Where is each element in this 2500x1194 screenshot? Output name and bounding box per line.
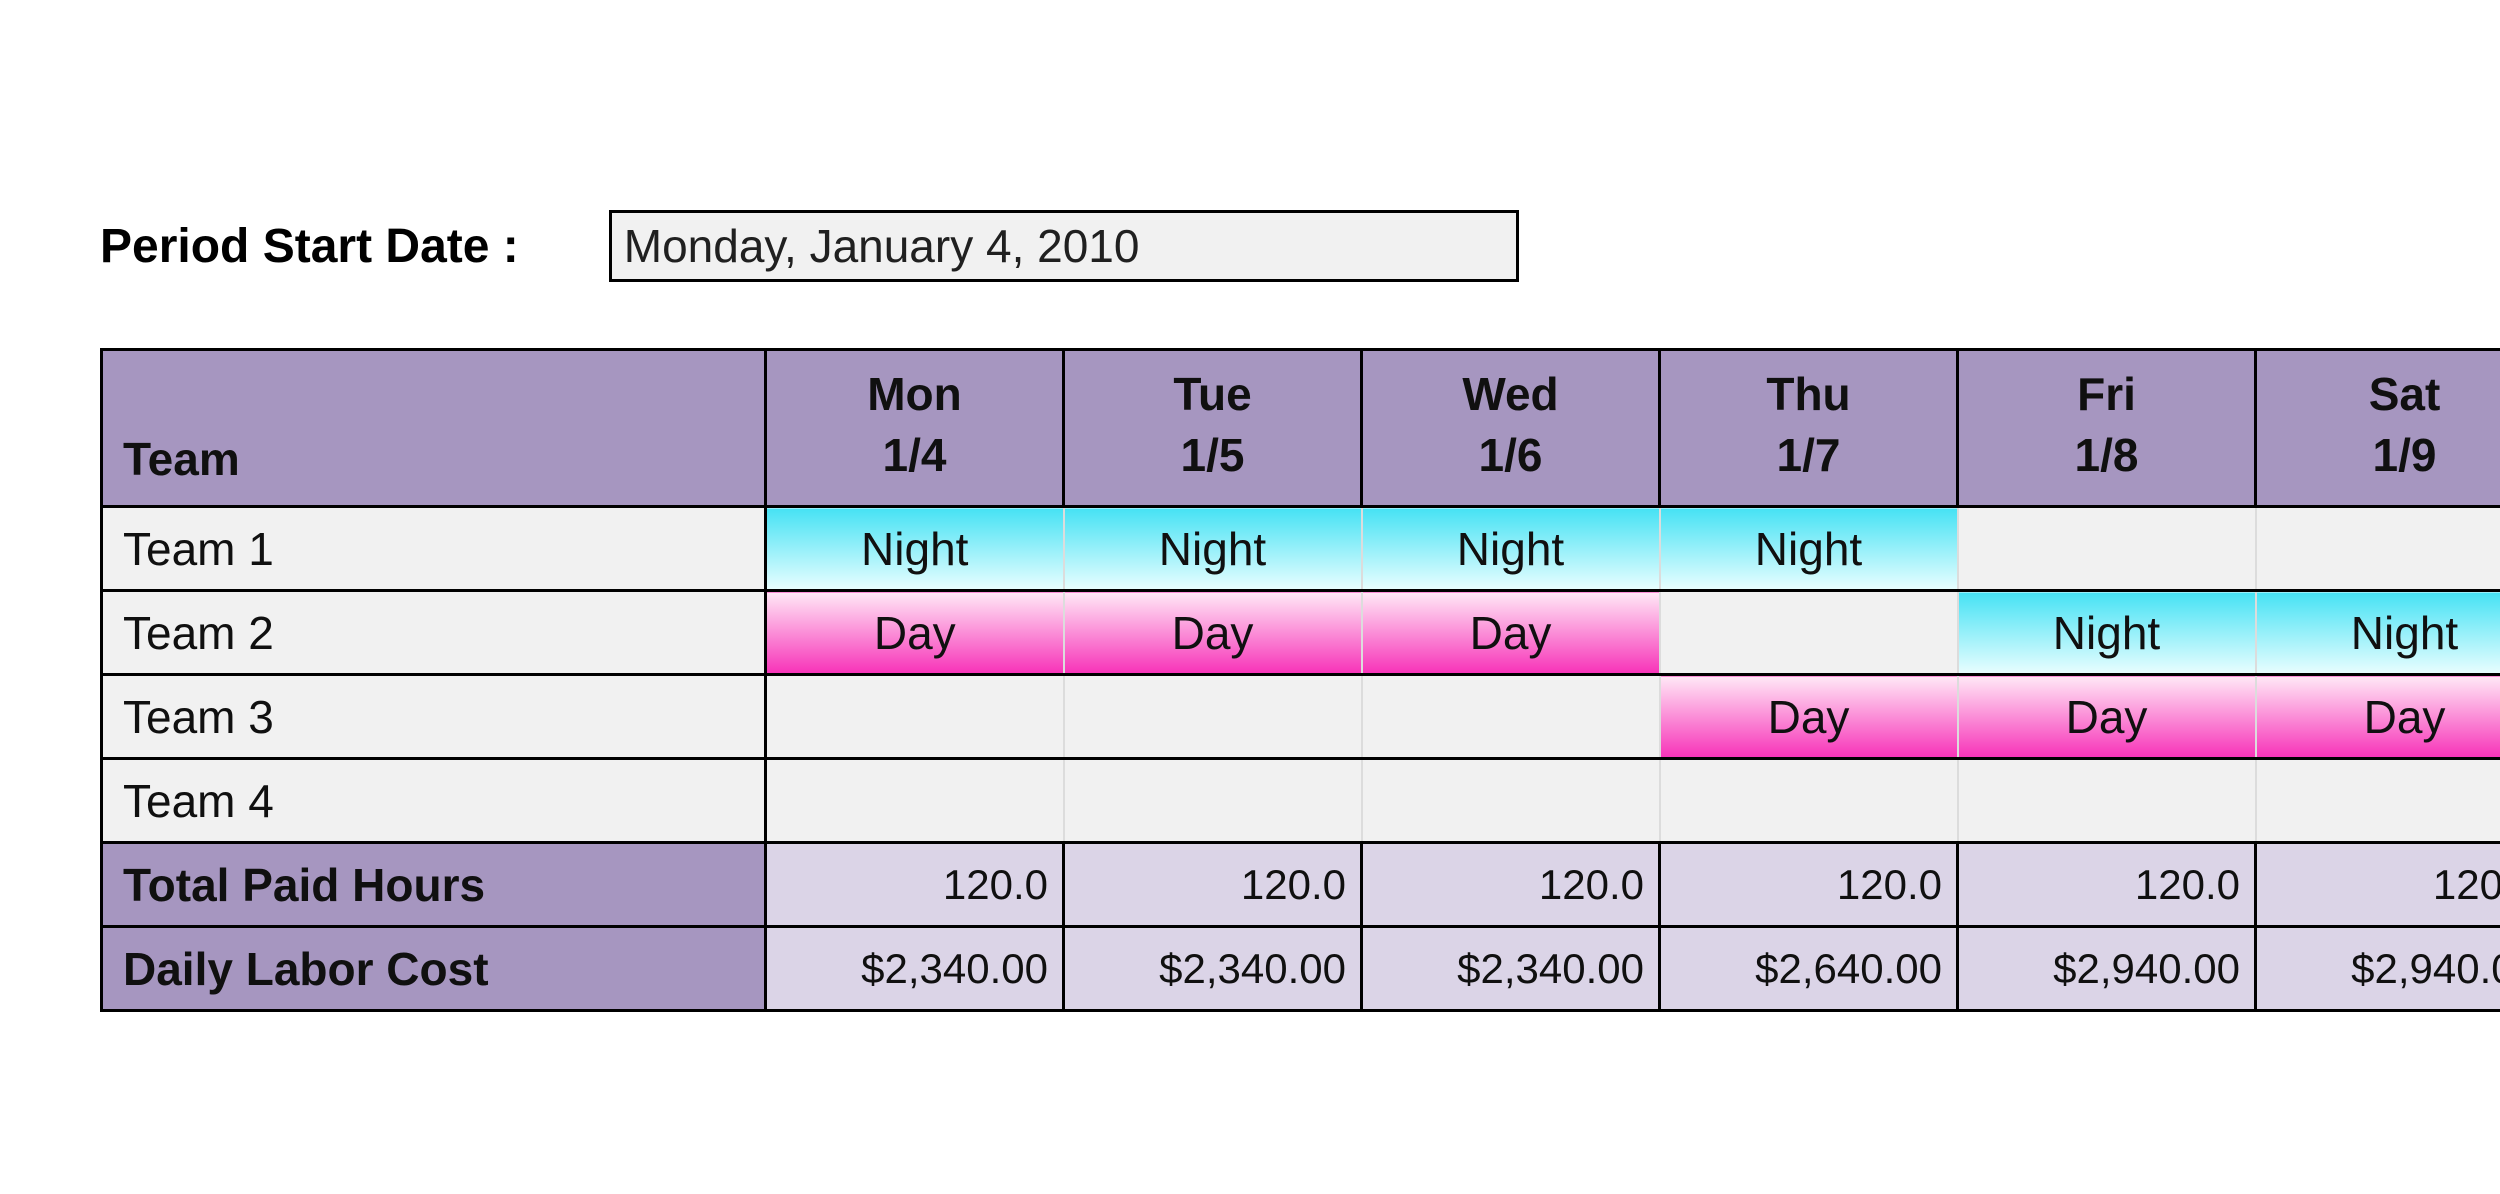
shift-cell[interactable]: Night [1958, 591, 2256, 675]
shift-cell[interactable]: Night [1064, 507, 1362, 591]
shift-cell[interactable] [1362, 675, 1660, 759]
column-header-tue: Tue 1/5 [1064, 350, 1362, 507]
shift-cell[interactable]: Day [766, 591, 1064, 675]
shift-cell[interactable]: Day [1064, 591, 1362, 675]
schedule-table: Team Mon 1/4 Tue 1/5 Wed 1/6 Thu 1/7 [100, 348, 2500, 1012]
day-name: Tue [1075, 367, 1350, 422]
team-row-2: Team 2 Day Day Day Night Night Night [102, 591, 2500, 675]
shift-cell[interactable]: Day [1660, 675, 1958, 759]
shift-cell[interactable]: Day [1362, 591, 1660, 675]
shift-cell[interactable] [2256, 507, 2500, 591]
summary-label: Daily Labor Cost [102, 927, 766, 1011]
day-date: 1/5 [1075, 428, 1350, 483]
day-date: 1/4 [777, 428, 1052, 483]
day-date: 1/9 [2267, 428, 2500, 483]
schedule-table-wrap: Team Mon 1/4 Tue 1/5 Wed 1/6 Thu 1/7 [100, 348, 2500, 1012]
period-start-value: Monday, January 4, 2010 [624, 219, 1140, 273]
summary-value-cell: $2,940.00 [2256, 927, 2500, 1011]
column-header-sat: Sat 1/9 [2256, 350, 2500, 507]
summary-row-total-hours: Total Paid Hours 120.0 120.0 120.0 120.0… [102, 843, 2500, 927]
shift-cell[interactable]: Night [2256, 591, 2500, 675]
day-date: 1/7 [1671, 428, 1946, 483]
summary-value-cell: 120.0 [1362, 843, 1660, 927]
team-row-3: Team 3 Day Day Day Day [102, 675, 2500, 759]
period-header-row: Period Start Date : Monday, January 4, 2… [100, 210, 1519, 282]
shift-cell[interactable]: Day [2256, 675, 2500, 759]
shift-cell[interactable] [1064, 759, 1362, 843]
summary-value-cell: $2,640.00 [1660, 927, 1958, 1011]
shift-cell[interactable]: Day [1958, 675, 2256, 759]
shift-cell[interactable]: Night [1362, 507, 1660, 591]
summary-value-cell: 120.0 [1958, 843, 2256, 927]
summary-value-cell: $2,340.00 [1064, 927, 1362, 1011]
day-name: Mon [777, 367, 1052, 422]
shift-cell[interactable]: Night [1660, 507, 1958, 591]
team-row-1: Team 1 Night Night Night Night [102, 507, 2500, 591]
summary-value-cell: 120.0 [2256, 843, 2500, 927]
day-name: Fri [1969, 367, 2244, 422]
shift-cell[interactable] [2256, 759, 2500, 843]
day-name: Thu [1671, 367, 1946, 422]
period-start-value-box[interactable]: Monday, January 4, 2010 [609, 210, 1519, 282]
team-name-cell: Team 2 [102, 591, 766, 675]
summary-value-cell: 120.0 [1660, 843, 1958, 927]
shift-cell[interactable] [766, 759, 1064, 843]
shift-cell[interactable] [1660, 591, 1958, 675]
shift-cell[interactable] [1064, 675, 1362, 759]
day-date: 1/6 [1373, 428, 1648, 483]
team-name-cell: Team 1 [102, 507, 766, 591]
summary-value-cell: $2,340.00 [1362, 927, 1660, 1011]
column-header-thu: Thu 1/7 [1660, 350, 1958, 507]
team-row-4: Team 4 [102, 759, 2500, 843]
shift-cell[interactable] [1362, 759, 1660, 843]
summary-value-cell: $2,940.00 [1958, 927, 2256, 1011]
column-header-wed: Wed 1/6 [1362, 350, 1660, 507]
summary-value-cell: 120.0 [1064, 843, 1362, 927]
table-header-row: Team Mon 1/4 Tue 1/5 Wed 1/6 Thu 1/7 [102, 350, 2500, 507]
shift-cell[interactable] [1958, 507, 2256, 591]
day-date: 1/8 [1969, 428, 2244, 483]
summary-label: Total Paid Hours [102, 843, 766, 927]
column-header-team: Team [102, 350, 766, 507]
column-header-mon: Mon 1/4 [766, 350, 1064, 507]
column-header-fri: Fri 1/8 [1958, 350, 2256, 507]
shift-cell[interactable]: Night [766, 507, 1064, 591]
page-root: Period Start Date : Monday, January 4, 2… [0, 0, 2500, 1194]
day-name: Sat [2267, 367, 2500, 422]
summary-value-cell: $2,340.00 [766, 927, 1064, 1011]
team-name-cell: Team 3 [102, 675, 766, 759]
summary-value-cell: 120.0 [766, 843, 1064, 927]
shift-cell[interactable] [766, 675, 1064, 759]
day-name: Wed [1373, 367, 1648, 422]
shift-cell[interactable] [1958, 759, 2256, 843]
summary-row-labor-cost: Daily Labor Cost $2,340.00 $2,340.00 $2,… [102, 927, 2500, 1011]
period-start-label: Period Start Date : [100, 219, 519, 274]
team-name-cell: Team 4 [102, 759, 766, 843]
shift-cell[interactable] [1660, 759, 1958, 843]
